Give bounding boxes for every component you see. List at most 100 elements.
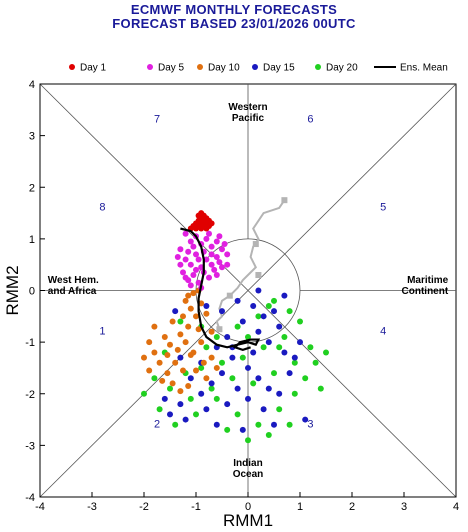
point-day-5 xyxy=(203,235,210,242)
point-day-5 xyxy=(213,238,220,245)
analysis-marker xyxy=(281,197,288,204)
y-tick-label: 0 xyxy=(29,286,35,298)
point-day-1 xyxy=(193,225,199,232)
point-day-20 xyxy=(156,406,163,413)
point-day-20 xyxy=(255,313,262,320)
region-label: Ocean xyxy=(233,469,264,480)
point-day-10 xyxy=(213,364,220,371)
point-day-5 xyxy=(185,248,192,255)
phase-label: 8 xyxy=(99,201,105,213)
y-tick-label: 2 xyxy=(29,182,35,194)
point-day-15 xyxy=(208,380,215,387)
point-day-15 xyxy=(161,395,168,402)
point-day-20 xyxy=(234,411,241,418)
y-tick-label: -4 xyxy=(25,492,35,504)
point-day-5 xyxy=(221,241,228,248)
point-day-20 xyxy=(250,380,257,387)
point-day-10 xyxy=(169,380,176,387)
phase-label: 1 xyxy=(99,325,105,337)
point-day-10 xyxy=(180,367,186,374)
point-day-5 xyxy=(190,243,197,250)
point-day-20 xyxy=(203,344,210,351)
point-day-10 xyxy=(146,367,153,374)
point-day-10 xyxy=(193,367,199,374)
point-day-20 xyxy=(229,375,236,382)
point-day-20 xyxy=(271,297,277,304)
point-day-20 xyxy=(172,421,179,428)
point-day-15 xyxy=(245,395,251,402)
legend-marker xyxy=(197,64,203,70)
point-day-5 xyxy=(224,251,231,258)
point-day-15 xyxy=(219,308,225,315)
point-day-15 xyxy=(276,390,283,397)
point-day-10 xyxy=(190,349,197,356)
point-day-5 xyxy=(208,251,215,258)
point-day-10 xyxy=(193,313,199,320)
point-day-10 xyxy=(200,359,207,366)
diagonal-line xyxy=(39,83,457,498)
point-day-15 xyxy=(281,292,288,299)
point-day-20 xyxy=(224,426,231,433)
region-label: and Africa xyxy=(48,286,97,297)
point-day-20 xyxy=(276,406,283,413)
legend-marker xyxy=(69,64,75,70)
x-tick-label: 1 xyxy=(297,501,303,513)
point-day-15 xyxy=(203,302,210,309)
point-day-10 xyxy=(151,349,158,356)
point-day-15 xyxy=(172,308,179,315)
point-day-10 xyxy=(208,354,215,361)
point-day-15 xyxy=(271,421,277,428)
legend-marker xyxy=(315,64,321,70)
point-day-15 xyxy=(255,287,262,294)
phase-label: 3 xyxy=(307,418,313,430)
point-day-15 xyxy=(229,354,236,361)
analysis-marker xyxy=(226,292,233,299)
x-axis-label: RMM1 xyxy=(223,511,273,530)
point-day-5 xyxy=(182,274,189,281)
point-day-15 xyxy=(297,339,303,346)
point-day-20 xyxy=(323,349,329,356)
point-day-20 xyxy=(291,359,298,366)
point-day-5 xyxy=(213,272,220,279)
point-day-20 xyxy=(213,333,220,340)
point-day-10 xyxy=(169,318,176,325)
point-day-15 xyxy=(167,411,173,418)
point-day-20 xyxy=(297,318,303,325)
point-day-5 xyxy=(187,282,194,289)
point-day-10 xyxy=(203,310,210,317)
point-day-10 xyxy=(151,323,158,330)
point-day-20 xyxy=(187,395,194,402)
x-tick-label: -1 xyxy=(191,501,201,513)
point-day-10 xyxy=(203,375,210,382)
x-tick-label: 0 xyxy=(245,501,251,513)
y-axis-label: RMM2 xyxy=(3,265,22,315)
point-day-5 xyxy=(182,256,189,263)
point-day-20 xyxy=(312,359,319,366)
y-tick-label: 4 xyxy=(29,79,35,91)
legend-marker xyxy=(147,64,153,70)
y-tick-label: -3 xyxy=(25,440,35,452)
point-day-15 xyxy=(276,323,283,330)
point-day-15 xyxy=(203,406,210,413)
point-day-20 xyxy=(286,308,293,315)
point-day-20 xyxy=(198,364,205,371)
point-day-15 xyxy=(271,308,277,315)
point-day-10 xyxy=(182,297,189,304)
point-day-20 xyxy=(281,333,288,340)
y-tick-label: -1 xyxy=(25,337,35,349)
point-day-5 xyxy=(219,246,225,253)
x-tick-label: 4 xyxy=(453,501,459,513)
point-day-20 xyxy=(141,390,147,397)
phase-label: 6 xyxy=(307,114,313,126)
point-day-15 xyxy=(234,385,241,392)
point-day-10 xyxy=(161,333,168,340)
point-day-20 xyxy=(265,302,272,309)
ensemble-mean xyxy=(180,227,261,352)
point-day-10 xyxy=(177,388,184,395)
point-day-20 xyxy=(245,437,251,444)
point-day-1 xyxy=(206,217,212,224)
point-day-5 xyxy=(180,269,186,276)
phase-label: 7 xyxy=(154,114,160,126)
x-tick-label: -4 xyxy=(35,501,45,513)
point-day-1 xyxy=(195,217,202,224)
